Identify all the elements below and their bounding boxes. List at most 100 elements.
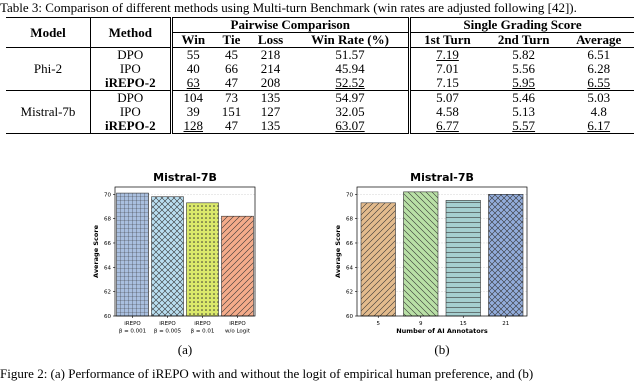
x-tick-label: β = 0.005 xyxy=(154,329,182,335)
table-cell: 5.46 xyxy=(483,90,564,105)
table-cell: 6.77 xyxy=(436,118,459,133)
table-cell: Phi-2 xyxy=(6,47,91,91)
results-table: Model Method Pairwise Comparison Single Gra… xyxy=(6,17,634,134)
table-cell: 7.01 xyxy=(436,61,459,76)
chart-title: Mistral-7B xyxy=(410,171,474,184)
table-cell: 135 xyxy=(249,90,293,105)
table-cell: 47 xyxy=(224,75,238,90)
table-cell: Single Grading Score xyxy=(463,17,582,32)
table-cell: 52.52 xyxy=(292,76,411,91)
y-tick-label: 64 xyxy=(346,265,353,271)
table-cell: 55 xyxy=(171,47,214,62)
x-tick-label: iREPO xyxy=(124,321,141,327)
table-row: iREPO-2 128 47 135 63.07 6.77 5.57 6.17 xyxy=(6,119,634,134)
table-cell: 45 xyxy=(213,47,250,62)
table-cell: Model xyxy=(6,17,91,48)
table-cell: 4.8 xyxy=(590,104,607,119)
bar-hatch xyxy=(221,215,254,317)
table-cell: Method xyxy=(90,17,173,48)
table-cell: 208 xyxy=(260,75,281,90)
table-cell: 5.13 xyxy=(512,104,536,119)
table-cell: 5.95 xyxy=(512,75,536,90)
table-cell: 5.82 xyxy=(483,47,564,62)
y-axis-label: Average Score xyxy=(92,224,100,278)
bar-hatch xyxy=(116,192,149,317)
table-cell: 7.19 xyxy=(409,47,484,62)
table-cell: 47 xyxy=(224,118,238,133)
table-cell: 1st Turn xyxy=(409,32,484,48)
table-cell: DPO xyxy=(90,90,173,105)
table-row: IPO 39 151 127 32.05 4.58 5.13 4.8 xyxy=(6,105,634,119)
table-cell: 127 xyxy=(260,104,281,119)
table-cell: Loss xyxy=(249,32,293,48)
table-cell: 214 xyxy=(260,61,281,76)
panel-label: (b) xyxy=(434,342,449,357)
table-cell: 32.05 xyxy=(292,105,411,119)
table-caption: Table 3: Comparison of different methods… xyxy=(0,0,577,15)
table-cell: 6.51 xyxy=(563,47,634,62)
x-tick-label: β = 0.001 xyxy=(119,329,146,335)
table-cell: Pairwise Comparison xyxy=(171,17,411,33)
y-tick-label: 70 xyxy=(104,192,111,198)
x-tick-label: w/o Logit xyxy=(225,329,251,335)
table-cell: 5.07 xyxy=(409,90,484,105)
bar-hatch xyxy=(151,196,184,317)
table-cell: 63.07 xyxy=(292,119,411,134)
table-cell: DPO xyxy=(90,47,173,62)
table-row: IPO 40 66 214 45.94 7.01 5.56 6.28 xyxy=(6,62,634,76)
y-tick-label: 66 xyxy=(104,241,111,247)
table-cell: IPO xyxy=(90,62,173,76)
table-cell: 151 xyxy=(221,104,242,119)
x-tick-label: β = 0.01 xyxy=(191,329,215,335)
table-cell: iREPO-2 xyxy=(90,119,173,134)
table-cell: Win Rate (%) xyxy=(292,32,411,48)
plot-frame xyxy=(114,186,256,317)
table-row: iREPO-2 63 47 208 52.52 7.15 5.95 6.55 xyxy=(6,76,634,91)
x-tick-label: iREPO xyxy=(229,321,246,327)
table-cell: 54.97 xyxy=(292,90,411,105)
table-cell: 73 xyxy=(213,90,250,105)
table-cell: 2nd Turn xyxy=(483,32,564,48)
table-cell: 6.55 xyxy=(587,75,611,90)
y-tick-label: 68 xyxy=(104,217,111,223)
figure-caption: Figure 2: (a) Performance of iREPO with … xyxy=(0,366,534,381)
x-tick-label: 21 xyxy=(502,321,509,327)
y-tick-label: 62 xyxy=(346,290,353,296)
x-tick-label: 9 xyxy=(419,321,423,327)
bar-hatch xyxy=(488,194,524,317)
x-tick-label: iREPO xyxy=(194,321,211,327)
x-axis-label: Number of AI Annotators xyxy=(396,327,488,335)
table-cell: 128 xyxy=(183,118,204,133)
y-tick-label: 60 xyxy=(346,314,353,320)
table-cell: 5.56 xyxy=(512,61,536,76)
table-cell: Tie xyxy=(213,32,250,48)
table-cell: 51.57 xyxy=(292,47,411,62)
table-cell: Mistral-7b xyxy=(6,90,91,134)
y-tick-label: 70 xyxy=(346,192,353,198)
bar-hatch xyxy=(403,191,439,317)
table-cell: 39 xyxy=(186,104,200,119)
y-tick-label: 60 xyxy=(104,314,111,320)
x-tick-label: 5 xyxy=(377,321,381,327)
bar-hatch xyxy=(445,200,481,317)
table-cell: 5.57 xyxy=(512,118,536,133)
chart-title: Mistral-7B xyxy=(153,171,217,184)
y-axis-label: Average Score xyxy=(334,224,342,278)
table-cell: 63 xyxy=(186,75,200,90)
table-cell: 6.17 xyxy=(587,118,611,133)
table-cell: 4.58 xyxy=(436,104,459,119)
table-row: Win Tie Loss Win Rate (%) 1st Turn 2nd Turn Av… xyxy=(6,32,634,48)
table-cell: 5.03 xyxy=(563,90,634,105)
table-cell: 7.15 xyxy=(436,75,459,90)
table-cell: 104 xyxy=(171,90,214,105)
table-cell: 40 xyxy=(186,61,200,76)
x-tick-label: iREPO xyxy=(159,321,176,327)
table-cell: Average xyxy=(563,32,634,48)
table-row: Mistral-7b DPO 104 73 135 54.97 5.07 5.46 5.03 xyxy=(6,90,634,134)
x-tick-label: 15 xyxy=(460,321,467,327)
y-tick-label: 68 xyxy=(346,217,353,223)
y-tick-label: 66 xyxy=(346,241,353,247)
table-cell: 45.94 xyxy=(292,62,411,76)
